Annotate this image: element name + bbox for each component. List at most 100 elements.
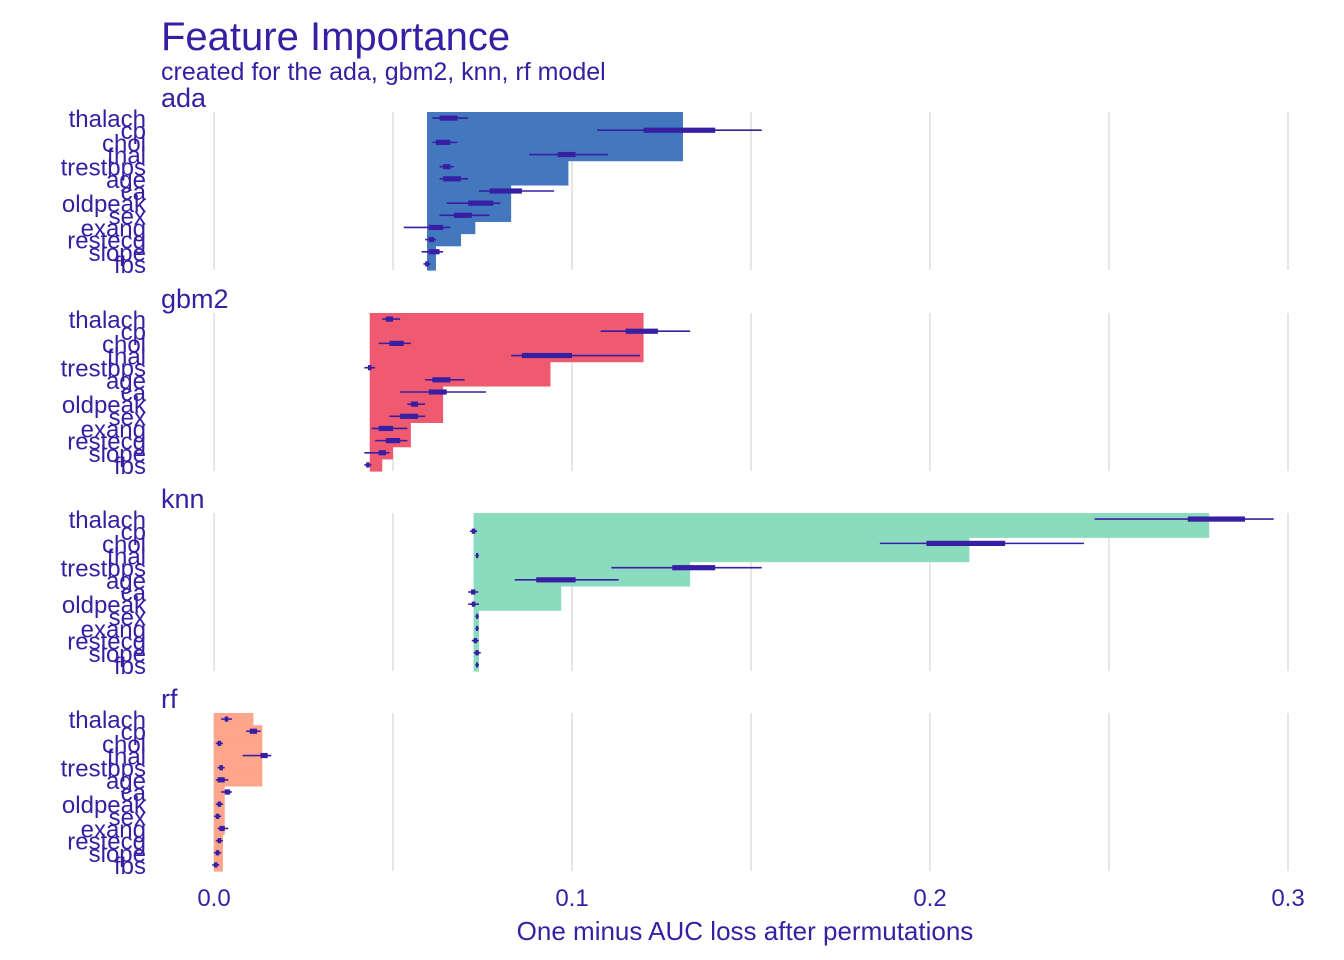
y-label-rf-age: age [106, 768, 146, 795]
panel-ada: ada thalachcpcholthaltrestbpsagecaoldpeak… [61, 83, 1289, 279]
bar-rf-chol [214, 737, 263, 751]
y-label-knn-age: age [106, 568, 146, 595]
y-label-gbm2-thalach: thalach [69, 307, 146, 334]
boxplot-rf-restecg [215, 838, 223, 844]
bar-knn-trestbps [473, 561, 691, 575]
boxplot-ada-thal [529, 151, 608, 158]
y-label-gbm2-slope: slope [89, 441, 146, 468]
bar-knn-cp [473, 525, 1210, 538]
boxplot-rf-oldpeak [215, 801, 223, 807]
boxplot-box [439, 115, 458, 121]
boxplot-box [476, 613, 479, 619]
y-label-ada-thal: thal [107, 143, 146, 170]
bar-ada-age [427, 172, 569, 186]
boxplot-box [367, 365, 372, 371]
y-label-rf-thalach: thalach [69, 707, 146, 734]
bar-rf-ca [214, 785, 225, 799]
boxplot-box [385, 438, 401, 444]
boxplot-gbm2-thalach [382, 316, 401, 322]
boxplot-gbm2-exang [371, 425, 408, 432]
y-label-rf-oldpeak: oldpeak [62, 792, 147, 819]
y-label-knn-slope: slope [89, 641, 146, 668]
bar-gbm2-fbs [369, 458, 383, 472]
boxplot-knn-age [514, 577, 619, 583]
boxplot-rf-sex [214, 813, 222, 819]
boxplot-ada-ca [478, 188, 555, 194]
y-label-knn-thalach: thalach [69, 507, 146, 534]
panel-rf: rfthalachcpcholthaltrestbpsagecaoldpeaks… [61, 684, 1289, 880]
boxplot-box [249, 728, 257, 734]
bar-knn-chol [473, 537, 970, 551]
boxplot-gbm2-thal [511, 352, 641, 359]
y-label-knn-restecg: restecg [67, 629, 146, 656]
boxplot-ada-thalach [432, 115, 469, 121]
bar-ada-chol [427, 136, 683, 150]
boxplot-box [378, 450, 386, 456]
y-label-knn-chol: chol [102, 531, 146, 558]
y-label-gbm2-thal: thal [107, 344, 146, 371]
boxplot-knn-slope [473, 650, 481, 656]
boxplot-rf-trestbps [217, 765, 225, 771]
bar-rf-cp [214, 725, 263, 738]
boxplot-knn-sex [475, 613, 479, 619]
bar-rf-age [214, 773, 263, 787]
boxplot-knn-trestbps [611, 565, 762, 571]
bar-rf-trestbps [214, 761, 263, 775]
y-label-rf-ca: ca [121, 780, 147, 807]
boxplot-rf-chol [215, 740, 223, 746]
boxplot-knn-restecg [471, 638, 479, 644]
boxplot-box [557, 151, 576, 158]
x-tick-label: 0.2 [913, 885, 946, 912]
boxplot-box [428, 389, 447, 395]
boxplot-gbm2-sex [389, 413, 426, 419]
x-tick-label: 0.1 [555, 885, 588, 912]
boxplot-ada-exang [403, 224, 451, 231]
panel-title-knn: knn [161, 484, 205, 514]
boxplot-knn-ca [468, 589, 479, 595]
bar-gbm2-trestbps [369, 361, 551, 375]
y-label-rf-sex: sex [109, 804, 146, 831]
y-label-gbm2-trestbps: trestbps [61, 356, 146, 383]
y-label-knn-sex: sex [109, 604, 146, 631]
y-label-rf-trestbps: trestbps [61, 756, 146, 783]
x-tick-label: 0.3 [1271, 885, 1304, 912]
boxplot-box [214, 862, 218, 868]
x-axis: 0.0 0.1 0.2 0.3 [197, 885, 1304, 912]
boxplot-box [476, 662, 479, 668]
boxplot-knn-thalach [1094, 516, 1274, 522]
boxplot-box [476, 552, 479, 559]
y-label-gbm2-cp: cp [121, 319, 146, 346]
x-axis-label: One minus AUC loss after permutations [517, 916, 974, 946]
y-label-knn-oldpeak: oldpeak [62, 592, 147, 619]
boxplot-ada-oldpeak [446, 200, 501, 206]
boxplot-gbm2-ca [400, 389, 487, 395]
boxplot-box [468, 200, 494, 206]
boxplot-box [453, 212, 472, 218]
panel-gbm2: gbm2 thalachcpcholthaltrestbpsagecaoldpea… [61, 284, 1289, 480]
boxplot-knn-exang [475, 625, 479, 632]
boxplot-box [435, 139, 451, 145]
y-label-ada-slope: slope [89, 240, 146, 267]
boxplot-box [219, 825, 225, 832]
boxplot-box [443, 176, 462, 182]
y-label-rf-exang: exang [81, 816, 146, 843]
y-label-ada-fbs: fbs [114, 252, 146, 279]
boxplot-gbm2-cp [600, 328, 691, 334]
boxplot-box [400, 413, 419, 419]
boxplot-rf-thalach [221, 716, 232, 722]
boxplot-rf-thal [242, 752, 272, 759]
bar-rf-thal [214, 749, 263, 763]
bar-ada-fbs [427, 257, 436, 271]
y-label-ada-trestbps: trestbps [61, 155, 146, 182]
boxplot-box [224, 789, 231, 795]
boxplot-knn-thal [475, 552, 479, 559]
boxplot-box [672, 565, 716, 571]
boxplot-box [217, 740, 222, 746]
y-label-knn-ca: ca [121, 580, 147, 607]
panel-knn: knn thalachcpcholthaltrestbpsagecaoldpeak… [61, 484, 1289, 680]
boxplot-box [219, 765, 223, 771]
boxplot-box [385, 316, 393, 322]
y-label-gbm2-restecg: restecg [67, 429, 146, 456]
boxplot-box [428, 249, 440, 255]
x-tick-label: 0.0 [197, 885, 230, 912]
